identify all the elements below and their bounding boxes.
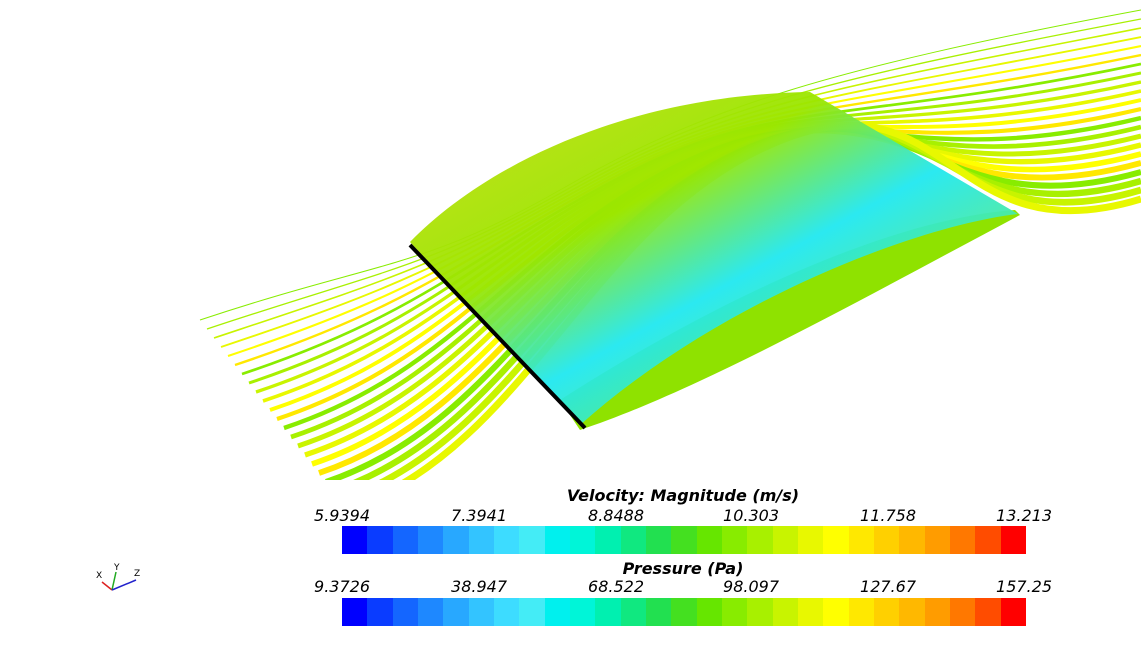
flow-visualization xyxy=(199,9,1141,480)
colorbar-swatch xyxy=(620,598,646,626)
colorbar-swatch xyxy=(975,598,1001,626)
colorbar-swatch xyxy=(392,526,418,554)
velocity-tick: 13.213 xyxy=(996,506,1052,525)
axis-y-label: Y xyxy=(113,563,120,573)
axis-triad-icon: X Y Z xyxy=(96,563,140,591)
colorbar-swatch xyxy=(671,598,697,626)
velocity-legend-title: Velocity: Magnitude (m/s) xyxy=(566,486,800,505)
colorbar-swatch xyxy=(772,598,798,626)
colorbar-swatch xyxy=(620,526,646,554)
colorbar-swatch xyxy=(645,598,672,626)
colorbar-swatch xyxy=(848,526,874,554)
colorbar-swatch xyxy=(443,598,469,626)
colorbar-swatch xyxy=(797,526,824,554)
pressure-colorbar xyxy=(342,598,1026,626)
colorbar-swatch xyxy=(569,598,596,626)
colorbar-swatch xyxy=(949,598,976,626)
colorbar-swatch xyxy=(873,526,900,554)
pressure-tick: 127.67 xyxy=(860,577,916,596)
colorbar-swatch xyxy=(519,526,545,554)
colorbar-swatch xyxy=(975,526,1001,554)
colorbar-swatch xyxy=(949,526,976,554)
colorbar-swatch xyxy=(696,598,722,626)
colorbar-swatch xyxy=(595,598,621,626)
colorbar-swatch xyxy=(645,526,672,554)
colorbar-swatch xyxy=(468,598,494,626)
colorbar-swatch xyxy=(519,598,545,626)
colorbar-swatch xyxy=(873,598,900,626)
colorbar-swatch xyxy=(417,526,444,554)
velocity-tick: 8.8488 xyxy=(588,506,644,525)
axis-z-label: Z xyxy=(134,569,140,579)
pressure-tick: 9.3726 xyxy=(314,577,370,596)
colorbar-swatch xyxy=(468,526,494,554)
colorbar-swatch xyxy=(595,526,621,554)
velocity-tick: 7.3941 xyxy=(451,506,507,525)
colorbar-swatch xyxy=(899,526,925,554)
colorbar-swatch xyxy=(367,598,393,626)
colorbar-swatch xyxy=(342,526,368,554)
colorbar-swatch xyxy=(417,598,444,626)
colorbar-swatch xyxy=(544,598,570,626)
pressure-legend-title: Pressure (Pa) xyxy=(622,559,744,578)
pressure-tick: 38.947 xyxy=(451,577,507,596)
pressure-tick-row: 9.3726 38.947 68.522 98.097 127.67 157.2… xyxy=(300,577,1060,597)
colorbar-swatch xyxy=(797,598,824,626)
axis-x-label: X xyxy=(96,571,102,581)
colorbar-swatch xyxy=(443,526,469,554)
airfoil-lower-surface xyxy=(560,210,1020,430)
airfoil-leading-edge xyxy=(408,243,587,430)
colorbar-swatch xyxy=(367,526,393,554)
airfoil-upper-surface xyxy=(410,92,1018,425)
colorbar-swatch xyxy=(392,598,418,626)
velocity-tick-row: 5.9394 7.3941 8.8488 10.303 11.758 13.21… xyxy=(300,506,1060,526)
colorbar-swatch xyxy=(924,526,950,554)
colorbar-swatch xyxy=(493,526,520,554)
colorbar-swatch xyxy=(924,598,950,626)
velocity-tick: 10.303 xyxy=(723,506,779,525)
velocity-tick: 5.9394 xyxy=(314,506,370,525)
velocity-colorbar xyxy=(342,526,1026,554)
pressure-tick: 157.25 xyxy=(996,577,1052,596)
colorbar-swatch xyxy=(569,526,596,554)
colorbar-swatch xyxy=(899,598,925,626)
colorbar-swatch xyxy=(1000,526,1026,554)
colorbar-swatch xyxy=(696,526,722,554)
colorbar-swatch xyxy=(747,526,773,554)
colorbar-swatch xyxy=(671,526,697,554)
velocity-tick: 11.758 xyxy=(860,506,916,525)
colorbar-swatch xyxy=(772,526,798,554)
pressure-tick: 68.522 xyxy=(588,577,644,596)
colorbar-swatch xyxy=(721,598,748,626)
colorbar-swatch xyxy=(747,598,773,626)
airfoil-surface xyxy=(408,92,1020,430)
colorbar-swatch xyxy=(823,598,849,626)
colorbar-swatch xyxy=(823,526,849,554)
colorbar-swatch xyxy=(848,598,874,626)
colorbar-swatch xyxy=(721,526,748,554)
colorbar-swatch xyxy=(493,598,520,626)
colorbar-swatch xyxy=(342,598,368,626)
colorbar-swatch xyxy=(544,526,570,554)
colorbar-swatch xyxy=(1000,598,1026,626)
pressure-tick: 98.097 xyxy=(723,577,779,596)
